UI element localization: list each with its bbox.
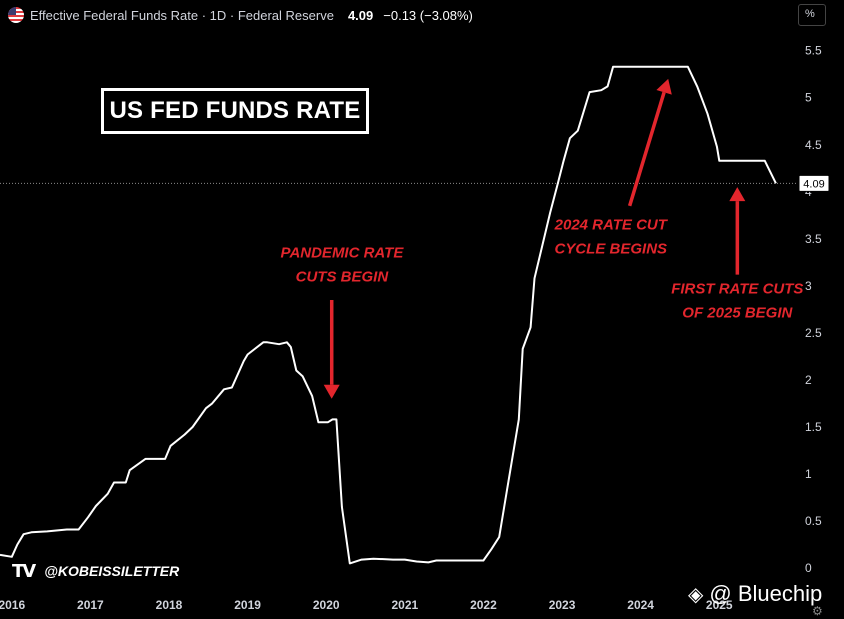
header-change-value: −0.13 (−3.08%) <box>383 7 473 23</box>
y-tick-label: 5 <box>805 91 812 105</box>
annotation-cuts2025-line-1: FIRST RATE CUTS <box>671 280 803 297</box>
y-tick-label: 3 <box>805 279 812 293</box>
x-tick-label: 2018 <box>156 598 183 612</box>
us-flag-icon <box>8 7 24 23</box>
y-tick-label: 1 <box>805 467 812 481</box>
y-tick-label: 2.5 <box>805 326 822 340</box>
x-tick-label: 2022 <box>470 598 497 612</box>
last-value-label: 4.09 <box>803 178 824 190</box>
chart-title: US FED FUNDS RATE <box>101 88 369 134</box>
y-tick-label: 0 <box>805 561 812 575</box>
x-tick-label: 2025 <box>706 598 733 612</box>
author-handle: @KOBEISSILETTER <box>44 563 180 579</box>
watermark-text: @ Bluechip <box>709 581 823 606</box>
annotation-cycle2024-line-2: CYCLE BEGINS <box>555 240 668 257</box>
annotation-cuts2025-arrow-head <box>729 187 746 202</box>
annotation-cycle2024-arrow-head <box>656 78 672 95</box>
header-last-value: 4.09 <box>347 7 374 23</box>
x-tick-label: 2020 <box>313 598 340 612</box>
brand-bar: TV @KOBEISSILETTER <box>12 560 180 582</box>
annotation-cycle2024-line-1: 2024 RATE CUT <box>554 216 669 233</box>
annotations: PANDEMIC RATE CUTS BEGIN 2024 RATE CUT CYCL… <box>281 78 803 399</box>
x-tick-label: 2021 <box>391 598 418 612</box>
x-tick-label: 2023 <box>549 598 576 612</box>
x-tick-label: 2016 <box>0 598 25 612</box>
annotation-pandemic-line-2: CUTS BEGIN <box>296 269 390 286</box>
annotation-pandemic-arrow-head <box>323 384 340 399</box>
symbol-title[interactable]: Effective Federal Funds Rate · 1D · Fede… <box>30 7 334 23</box>
y-tick-label: 3.5 <box>805 232 822 246</box>
fed-funds-rate-line <box>0 65 777 565</box>
binance-icon: ◈ <box>688 583 704 606</box>
y-tick-label: 5.5 <box>805 44 822 58</box>
gear-icon[interactable]: ⚙ <box>812 604 823 618</box>
y-tick-label: 1.5 <box>805 420 822 434</box>
tradingview-logo-icon[interactable]: TV <box>12 560 36 582</box>
y-tick-label: 4.5 <box>805 138 822 152</box>
y-tick-label: 0.5 <box>805 514 822 528</box>
x-tick-label: 2019 <box>234 598 261 612</box>
unit-selector[interactable]: % <box>798 4 826 26</box>
watermark: ◈ @ Bluechip <box>688 580 822 608</box>
y-tick-label: 2 <box>805 373 812 387</box>
last-value-marker: 4.09 <box>798 174 830 192</box>
x-tick-label: 2017 <box>77 598 104 612</box>
last-value-label-box <box>798 174 830 192</box>
annotation-pandemic-line-1: PANDEMIC RATE <box>281 245 405 262</box>
annotation-cuts2025-line-2: OF 2025 BEGIN <box>682 304 793 321</box>
y-axis: 00.511.522.533.544.555.5 <box>805 44 822 575</box>
x-axis: 2016 2017 2018 2019 2020 2021 2022 2023 2024 2025 <box>0 598 733 612</box>
x-tick-label: 2024 <box>627 598 654 612</box>
chart-header: Effective Federal Funds Rate · 1D · Fede… <box>8 5 473 25</box>
annotation-cycle2024-arrow-shaft <box>627 91 666 207</box>
